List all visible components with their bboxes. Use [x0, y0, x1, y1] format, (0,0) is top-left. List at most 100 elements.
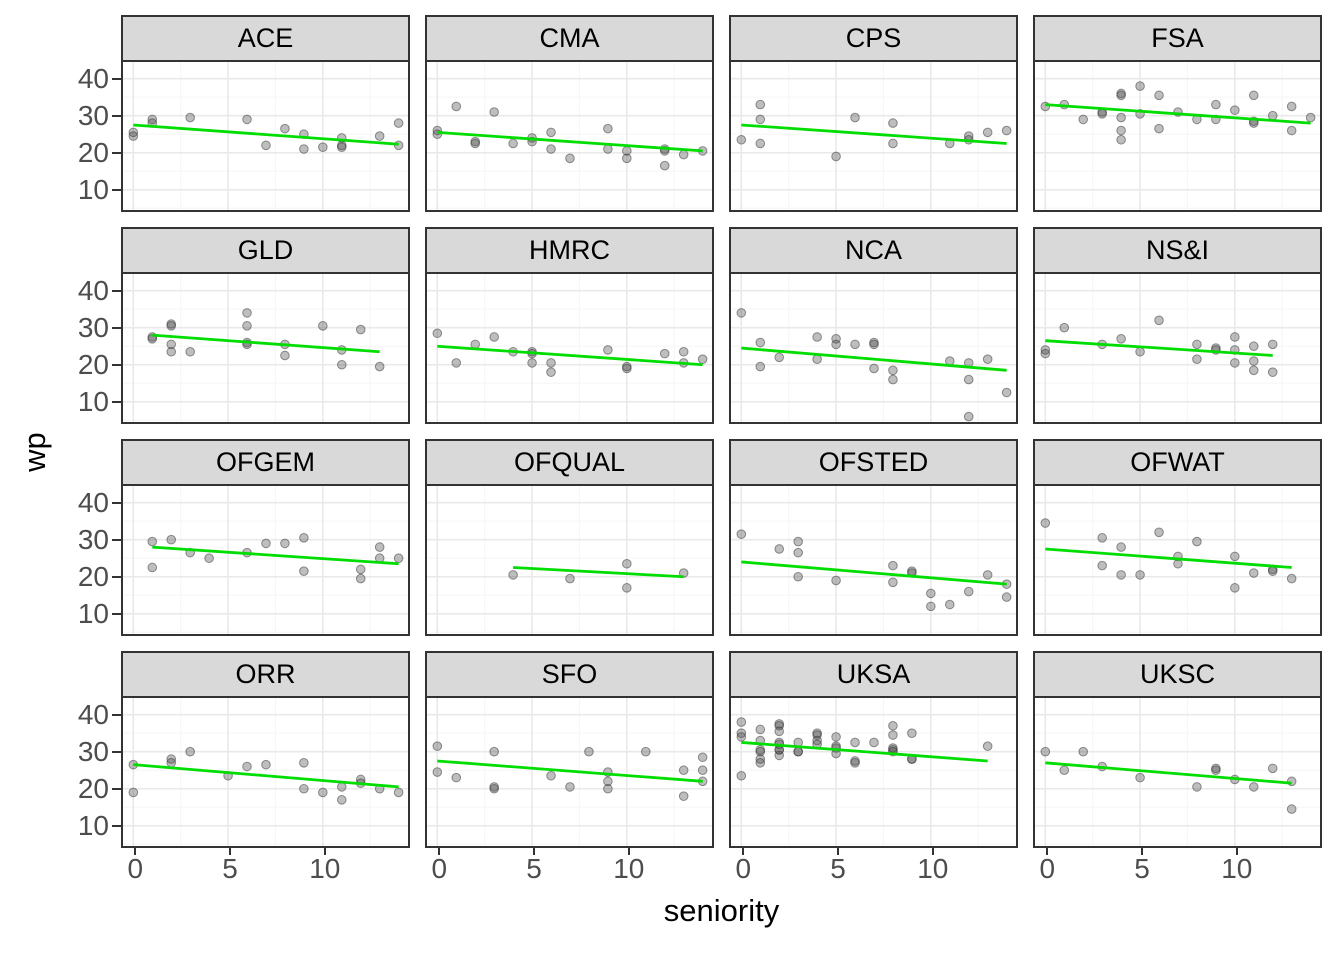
data-point — [374, 542, 385, 552]
data-point — [944, 599, 955, 610]
data-point — [565, 153, 575, 164]
data-point — [1116, 125, 1126, 136]
data-point — [318, 787, 328, 798]
x-tick-mark — [837, 846, 840, 855]
data-point — [603, 345, 613, 355]
x-tick-label: 10 — [309, 853, 341, 884]
data-point — [622, 363, 632, 374]
y-tick-mark — [112, 326, 121, 329]
data-point — [850, 112, 860, 123]
data-point — [1230, 583, 1240, 593]
data-point — [299, 566, 309, 576]
data-point — [1078, 746, 1089, 757]
data-point — [603, 123, 613, 134]
facet-panel: 0 5 10 — [1033, 698, 1322, 883]
facet-grid: ACE 40 30 20 10 CMA CPS FSA GLD 40 30 20 10 HMRC NCA NS… — [78, 15, 1322, 883]
data-point — [1097, 560, 1107, 571]
y-tick-mark — [112, 750, 121, 753]
data-point — [1286, 776, 1297, 787]
data-point — [1116, 334, 1126, 344]
x-tick-label: 0 — [1039, 853, 1056, 884]
facet-plot-area — [1035, 698, 1320, 846]
facet-plot-area — [731, 486, 1016, 634]
data-point — [755, 754, 766, 764]
data-point — [432, 741, 443, 751]
y-tick-mark — [112, 538, 121, 541]
data-point — [280, 123, 290, 134]
data-point — [982, 127, 993, 138]
data-point — [963, 586, 974, 597]
y-tick-mark — [112, 188, 121, 191]
data-point — [261, 538, 271, 549]
data-point — [678, 346, 689, 357]
data-point — [1267, 763, 1278, 774]
data-point — [755, 724, 766, 735]
data-point — [603, 783, 613, 794]
facet-plot-area — [1035, 486, 1320, 634]
data-point — [393, 118, 404, 128]
y-tick-label: 20 — [77, 560, 109, 592]
x-tick-label: 5 — [526, 853, 542, 884]
facet-panel: 40 30 20 10 — [78, 486, 410, 636]
facet-SFO: SFO 0 5 10 — [425, 651, 714, 883]
x-tick-label: 10 — [917, 853, 949, 884]
facet-strip: FSA — [1033, 15, 1322, 62]
data-point — [299, 783, 309, 794]
data-point — [888, 138, 898, 149]
data-point — [565, 782, 575, 792]
data-point — [1192, 782, 1202, 792]
data-point — [1001, 592, 1012, 602]
facet-UKSA: UKSA 0 5 10 — [729, 651, 1018, 883]
data-point — [1192, 339, 1202, 350]
y-tick-label: 10 — [77, 385, 109, 417]
facet-panel — [1033, 274, 1322, 424]
facet-OFQUAL: OFQUAL — [425, 439, 714, 636]
data-point — [242, 308, 252, 318]
x-tick-label: 10 — [1221, 853, 1253, 884]
data-point — [546, 144, 556, 154]
facet-strip: NS&I — [1033, 227, 1322, 274]
facet-strip: NCA — [729, 227, 1018, 274]
data-point — [147, 114, 158, 125]
data-point — [659, 348, 670, 359]
data-point — [318, 142, 328, 152]
facet-plot-area — [1035, 274, 1320, 422]
data-point — [128, 787, 139, 798]
data-point — [850, 339, 860, 350]
trend-line — [1045, 103, 1311, 125]
data-point — [242, 321, 252, 331]
y-tick-mark — [112, 400, 121, 403]
x-tick-label: 5 — [222, 853, 238, 884]
trend-line — [152, 333, 380, 354]
x-tick-label: 0 — [735, 853, 752, 884]
data-point — [508, 138, 518, 149]
y-tick-mark — [112, 363, 121, 366]
data-point — [489, 746, 499, 757]
data-point — [1116, 542, 1126, 552]
data-point — [736, 728, 747, 738]
trend-line — [133, 123, 399, 146]
data-point — [755, 337, 766, 348]
data-point — [355, 573, 366, 584]
data-point — [622, 583, 632, 593]
data-point — [432, 328, 443, 339]
x-tick-mark — [229, 846, 232, 855]
data-point — [166, 339, 177, 350]
facet-plot-area — [427, 486, 712, 634]
data-point — [697, 354, 708, 364]
facet-HMRC: HMRC — [425, 227, 714, 424]
facet-strip: HMRC — [425, 227, 714, 274]
y-tick-mark — [112, 713, 121, 716]
x-tick-mark — [627, 846, 630, 855]
data-point — [850, 737, 860, 748]
x-tick-mark — [1235, 846, 1238, 855]
data-point — [869, 339, 879, 350]
data-point — [1154, 315, 1164, 326]
data-point — [1154, 527, 1164, 538]
facet-strip: OFGEM — [121, 439, 410, 486]
data-point — [185, 112, 195, 123]
data-point — [640, 746, 651, 757]
trend-line — [741, 123, 1007, 145]
data-point — [793, 571, 803, 582]
data-point — [678, 568, 689, 578]
